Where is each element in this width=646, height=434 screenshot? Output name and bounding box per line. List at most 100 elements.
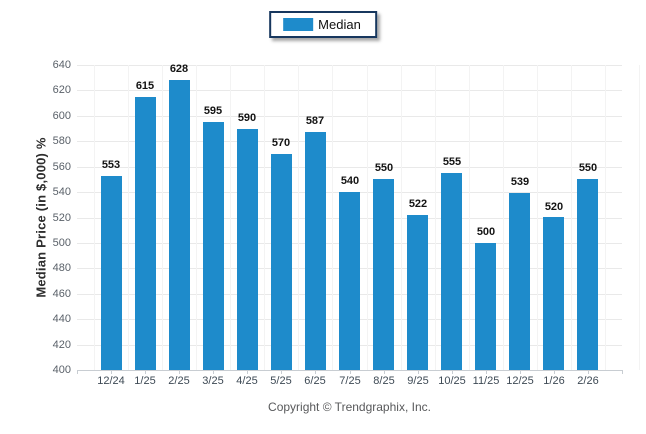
x-axis-label: 6/25 (304, 375, 326, 387)
y-tick-label-440: 440 (52, 313, 71, 326)
x-axis-labels: 12/24 1/25 2/25 3/25 4/25 5/25 6/25 7/25 8/25 9/2… (77, 375, 622, 391)
y-tick-label-580: 580 (52, 135, 71, 148)
gridline-640 (77, 65, 622, 66)
gridline-vertical (571, 65, 572, 370)
bar-value-label: 587 (305, 115, 325, 127)
bar-value-label: 628 (169, 63, 189, 75)
x-axis-tick (281, 370, 282, 374)
bar-9/25 (407, 215, 428, 370)
x-axis-tick (145, 370, 146, 374)
bar-value-label: 570 (271, 137, 291, 149)
x-axis-tick (179, 370, 180, 374)
bar-5/25 (271, 154, 292, 370)
bar-4/25 (237, 129, 258, 370)
x-axis-tick (247, 370, 248, 374)
gridline-580 (77, 141, 622, 143)
x-axis-tick (554, 370, 555, 374)
gridline-vertical (332, 65, 333, 370)
x-axis-tick (418, 370, 419, 374)
x-axis-tick (111, 370, 112, 374)
bar-12/24 (101, 176, 122, 370)
x-axis-tick (588, 370, 589, 374)
x-axis-label: 5/25 (270, 375, 292, 387)
bar-value-label: 520 (544, 201, 564, 213)
gridline-vertical (264, 65, 265, 370)
bar-1/26 (543, 217, 564, 370)
gridline-vertical (162, 65, 163, 370)
copyright-text: Copyright © Trendgraphix, Inc. (268, 400, 431, 414)
gridline-vertical (469, 65, 470, 370)
gridline-600 (77, 115, 622, 117)
x-axis-label: 1/26 (543, 375, 565, 387)
x-axis-tick (213, 370, 214, 374)
x-axis-label: 12/24 (97, 375, 125, 387)
bar-value-label: 595 (203, 105, 223, 117)
bar-3/25 (203, 122, 224, 370)
y-tick-label-500: 500 (52, 236, 71, 249)
gridline-vertical (435, 65, 436, 370)
legend-label-median: Median (318, 17, 361, 32)
bar-2/25 (169, 80, 190, 370)
bar-value-label: 550 (578, 162, 598, 174)
x-axis-tick (350, 370, 351, 374)
bar-value-label: 555 (442, 156, 462, 168)
bar-value-label: 539 (510, 176, 530, 188)
x-axis-label: 8/25 (373, 375, 395, 387)
gridline-vertical (128, 65, 129, 370)
x-axis-label: 2/26 (577, 375, 599, 387)
legend-swatch-median (283, 18, 314, 31)
gridline-vertical (94, 65, 95, 370)
x-axis-tick (315, 370, 316, 374)
y-tick-label-620: 620 (52, 84, 71, 97)
x-axis-tick (384, 370, 385, 374)
gridline-vertical (503, 65, 504, 370)
x-axis-tick (452, 370, 453, 374)
gridline-400 (77, 370, 622, 371)
y-tick-label-540: 540 (52, 186, 71, 199)
y-tick-label-520: 520 (52, 211, 71, 224)
gridline-620 (77, 90, 622, 92)
x-axis-tick (622, 370, 623, 374)
bar-12/25 (509, 193, 530, 370)
y-tick-label-400: 400 (52, 364, 71, 376)
x-axis-label: 12/25 (506, 375, 534, 387)
bar-1/25 (135, 97, 156, 370)
bar-value-label: 522 (408, 198, 428, 210)
bar-value-label: 615 (135, 80, 155, 92)
x-axis-tick (486, 370, 487, 374)
x-axis-label: 9/25 (407, 375, 429, 387)
y-axis-tick-labels: 400 420 440 460 480 500 520 540 560 580 600 620 640 (0, 59, 71, 376)
gridline-vertical (196, 65, 197, 370)
bar-value-label: 590 (237, 112, 257, 124)
y-tick-label-560: 560 (52, 160, 71, 173)
bar-value-label: 553 (101, 159, 121, 171)
x-axis-label: 4/25 (236, 375, 258, 387)
y-tick-label-480: 480 (52, 262, 71, 275)
x-axis-tick (520, 370, 521, 374)
bar-2/26 (577, 179, 598, 370)
bar-value-label: 500 (476, 226, 496, 238)
x-axis-tick (77, 370, 78, 374)
x-axis-label: 3/25 (202, 375, 224, 387)
gridline-560 (77, 166, 622, 168)
gridline-vertical (367, 65, 368, 370)
gridline-vertical (230, 65, 231, 370)
plot-area: 553 615 628 595 590 570 587 540 550 522 555 500 539 5… (77, 63, 640, 374)
gridline-vertical (298, 65, 299, 370)
bar-value-label: 540 (340, 175, 360, 187)
gridline-vertical (605, 65, 606, 370)
x-axis-label: 2/25 (168, 375, 190, 387)
bar-7/25 (339, 192, 360, 370)
bar-10/25 (441, 173, 462, 370)
y-tick-label-600: 600 (52, 109, 71, 122)
gridline-vertical (401, 65, 402, 370)
x-axis-label: 10/25 (438, 375, 466, 387)
y-tick-label-420: 420 (52, 338, 71, 351)
x-axis-label: 11/25 (472, 375, 500, 387)
bar-11/25 (475, 243, 496, 370)
bar-6/25 (305, 132, 326, 370)
legend: Median (269, 11, 377, 38)
y-tick-label-460: 460 (52, 287, 71, 300)
x-axis-label: 7/25 (339, 375, 361, 387)
